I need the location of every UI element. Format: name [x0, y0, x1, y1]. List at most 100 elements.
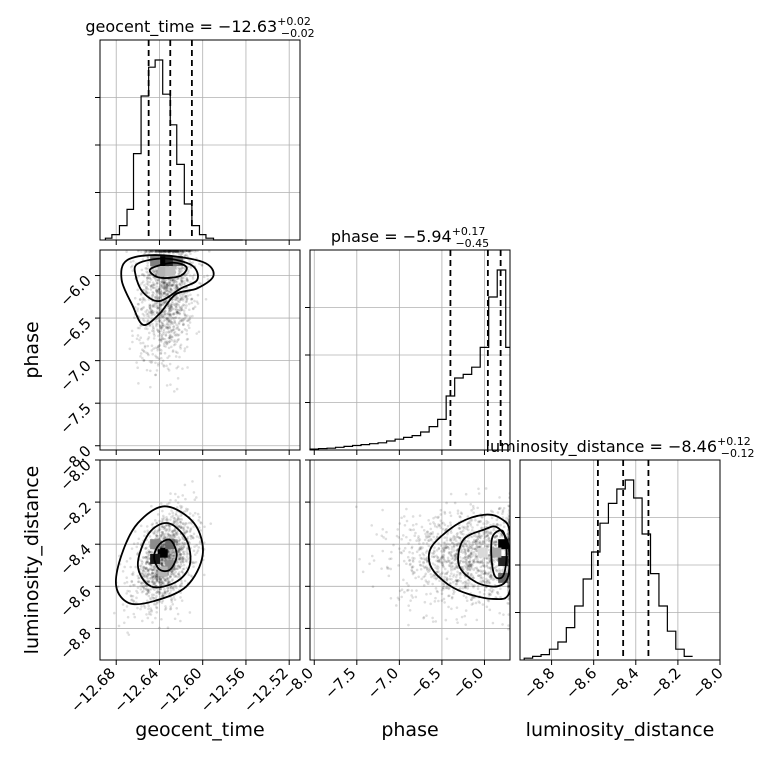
- sample-point: [448, 511, 452, 514]
- sample-point: [474, 553, 477, 556]
- sample-point: [181, 555, 185, 559]
- sample-point: [168, 556, 171, 560]
- sample-point: [455, 606, 459, 609]
- sample-point: [477, 492, 481, 495]
- sample-point: [478, 540, 481, 543]
- sample-point: [147, 549, 150, 552]
- sample-point: [186, 366, 189, 369]
- sample-point: [131, 340, 134, 344]
- sample-point: [428, 569, 432, 572]
- sample-point: [446, 570, 450, 573]
- sample-point: [183, 254, 187, 258]
- sample-point: [483, 532, 486, 536]
- sample-point: [165, 282, 169, 286]
- sample-point: [410, 568, 413, 572]
- sample-point: [149, 385, 152, 389]
- sample-point: [464, 580, 468, 583]
- sample-point: [483, 535, 487, 538]
- sample-point: [169, 250, 173, 253]
- sample-point: [169, 313, 173, 317]
- sample-point: [191, 536, 195, 539]
- sample-point: [455, 539, 458, 543]
- sample-point: [184, 294, 188, 298]
- sample-point: [179, 308, 183, 311]
- sample-point: [490, 574, 494, 578]
- sample-point: [145, 566, 149, 570]
- sample-point: [150, 595, 154, 599]
- sample-point: [172, 250, 176, 253]
- sample-point: [157, 287, 161, 291]
- sample-point: [162, 313, 165, 317]
- contour-level-2: [136, 522, 192, 589]
- sample-point: [159, 534, 163, 537]
- sample-point: [156, 563, 160, 566]
- sample-point: [145, 588, 148, 591]
- sample-point: [185, 552, 189, 556]
- sample-point: [151, 250, 154, 253]
- sample-point: [429, 527, 433, 531]
- sample-point: [159, 587, 163, 591]
- sample-point: [172, 588, 175, 592]
- sample-point: [177, 557, 181, 560]
- sample-point: [162, 250, 166, 253]
- sample-point: [476, 523, 479, 527]
- sample-point: [163, 309, 167, 313]
- grid: [310, 250, 510, 450]
- sample-point: [472, 534, 476, 538]
- sample-point: [141, 568, 145, 571]
- sample-point: [155, 594, 158, 598]
- sample-point: [171, 511, 175, 515]
- sample-point: [177, 536, 180, 539]
- sample-point: [159, 250, 162, 253]
- sample-point: [149, 278, 153, 281]
- sample-point: [407, 623, 410, 627]
- sample-point: [140, 308, 143, 311]
- sample-point: [157, 250, 161, 253]
- sample-point: [184, 559, 188, 563]
- sample-point: [410, 545, 414, 549]
- sample-point: [171, 250, 175, 253]
- sample-point: [180, 558, 184, 562]
- sample-point: [164, 301, 167, 304]
- sample-point: [467, 564, 471, 568]
- sample-point: [160, 581, 164, 585]
- sample-point: [467, 545, 471, 548]
- sample-point: [172, 521, 176, 524]
- sample-point: [163, 301, 167, 305]
- sample-point: [440, 592, 444, 596]
- sample-point: [473, 584, 476, 587]
- sample-point: [431, 574, 435, 578]
- sample-point: [489, 523, 492, 527]
- sample-point: [181, 251, 185, 255]
- sample-point: [156, 531, 159, 534]
- sample-point: [163, 532, 167, 536]
- density-cell: [165, 539, 176, 550]
- sample-point: [432, 552, 435, 555]
- sample-point: [447, 587, 451, 591]
- sample-point: [166, 356, 169, 360]
- sample-point: [147, 589, 150, 593]
- hist-frame: [309, 249, 511, 451]
- sample-point: [152, 566, 156, 569]
- sample-point: [479, 534, 482, 538]
- sample-point: [455, 579, 459, 583]
- sample-point: [454, 556, 458, 560]
- sample-point: [165, 325, 169, 329]
- sample-point: [151, 286, 155, 290]
- sample-point: [151, 575, 154, 579]
- sample-point: [161, 323, 165, 326]
- sample-point: [407, 584, 410, 587]
- sample-point: [192, 561, 196, 565]
- sample-point: [174, 305, 178, 309]
- sample-point: [155, 290, 159, 294]
- sample-point: [158, 306, 161, 310]
- sample-point: [175, 506, 179, 509]
- sample-point: [159, 320, 162, 324]
- sample-point: [161, 564, 164, 567]
- sample-point: [132, 259, 135, 263]
- sample-point: [146, 588, 149, 592]
- sample-point: [138, 326, 141, 330]
- sample-point: [163, 312, 167, 315]
- sample-point: [462, 526, 466, 530]
- sample-point: [476, 535, 480, 539]
